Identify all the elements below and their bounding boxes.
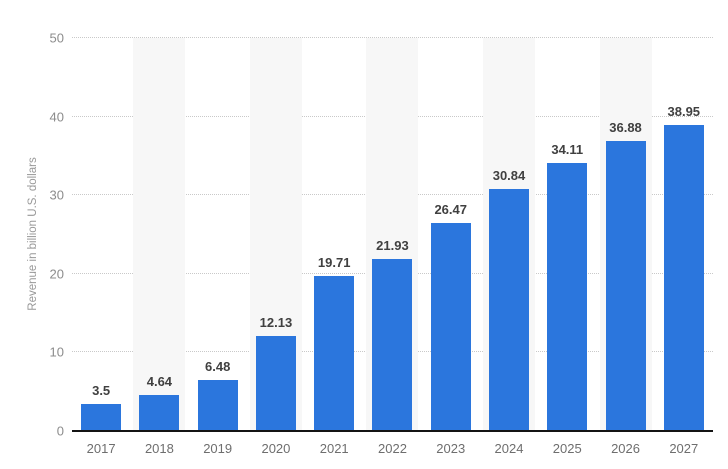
x-axis-baseline — [72, 430, 713, 432]
bar-2018[interactable] — [139, 394, 180, 431]
y-tick-label-40: 40 — [49, 109, 64, 125]
bar-2024[interactable] — [488, 188, 529, 431]
bar-2017[interactable] — [81, 403, 122, 431]
x-category-label-2018: 2018 — [144, 441, 174, 456]
value-label-2019: 6.48 — [205, 359, 231, 375]
value-label-2023: 26.47 — [434, 201, 467, 217]
column-2026: 36.88 2026 — [596, 38, 654, 456]
y-tick-label-0: 0 — [56, 423, 64, 439]
x-category-label-2027: 2027 — [669, 441, 699, 456]
y-tick-label-50: 50 — [49, 30, 64, 46]
column-stripe — [133, 38, 186, 431]
y-tick-label-30: 30 — [49, 187, 64, 203]
y-tick-label-20: 20 — [49, 266, 64, 282]
value-label-2025: 34.11 — [551, 141, 584, 157]
value-label-2018: 4.64 — [146, 373, 173, 389]
column-2022: 21.93 2022 — [363, 38, 421, 456]
columns-layer: 3.5 2017 4.64 2018 6.48 2019 12.13 2020 19.71 202… — [72, 38, 713, 456]
column-2017: 3.5 2017 — [72, 38, 130, 456]
bar-2022[interactable] — [372, 258, 413, 431]
value-label-2021: 19.71 — [317, 255, 351, 271]
column-2027: 38.95 2027 — [655, 38, 713, 456]
gridline-50 — [72, 37, 713, 38]
column-2019: 6.48 2019 — [189, 38, 247, 456]
column-2023: 26.47 2023 — [422, 38, 480, 456]
x-category-label-2022: 2022 — [378, 441, 407, 456]
value-label-2024: 30.84 — [492, 167, 526, 183]
plot-area: 0 10 20 30 40 50 3.5 2017 4.64 2018 6.48 2019 12.13… — [50, 31, 713, 456]
x-category-label-2021: 2021 — [319, 441, 349, 456]
x-category-label-2019: 2019 — [203, 441, 233, 456]
x-category-label-2024: 2024 — [494, 441, 524, 456]
value-label-2020: 12.13 — [259, 314, 293, 330]
y-tick-label-10: 10 — [49, 344, 64, 360]
x-category-label-2020: 2020 — [261, 441, 291, 456]
value-label-2017: 3.5 — [92, 382, 111, 398]
value-label-2027: 38.95 — [667, 103, 701, 119]
column-2018: 4.64 2018 — [130, 38, 188, 456]
bar-2020[interactable] — [255, 335, 296, 431]
bar-2027[interactable] — [663, 124, 704, 431]
column-2024: 30.84 2024 — [480, 38, 538, 456]
bar-2019[interactable] — [197, 380, 238, 431]
x-category-label-2026: 2026 — [611, 441, 640, 456]
column-2020: 12.13 2020 — [247, 38, 305, 456]
x-category-label-2023: 2023 — [436, 441, 466, 456]
column-2025: 34.11 2025 — [538, 38, 596, 456]
value-label-2022: 21.93 — [376, 237, 409, 253]
x-category-label-2025: 2025 — [552, 441, 582, 456]
bar-2026[interactable] — [605, 141, 646, 431]
bar-2025[interactable] — [547, 162, 588, 431]
bar-2021[interactable] — [314, 276, 355, 431]
x-category-label-2017: 2017 — [86, 441, 116, 456]
y-axis-title: Revenue in billion U.S. dollars — [27, 157, 39, 311]
value-label-2026: 36.88 — [609, 120, 642, 136]
bar-2023[interactable] — [430, 222, 471, 431]
column-2021: 19.71 2021 — [305, 38, 363, 456]
